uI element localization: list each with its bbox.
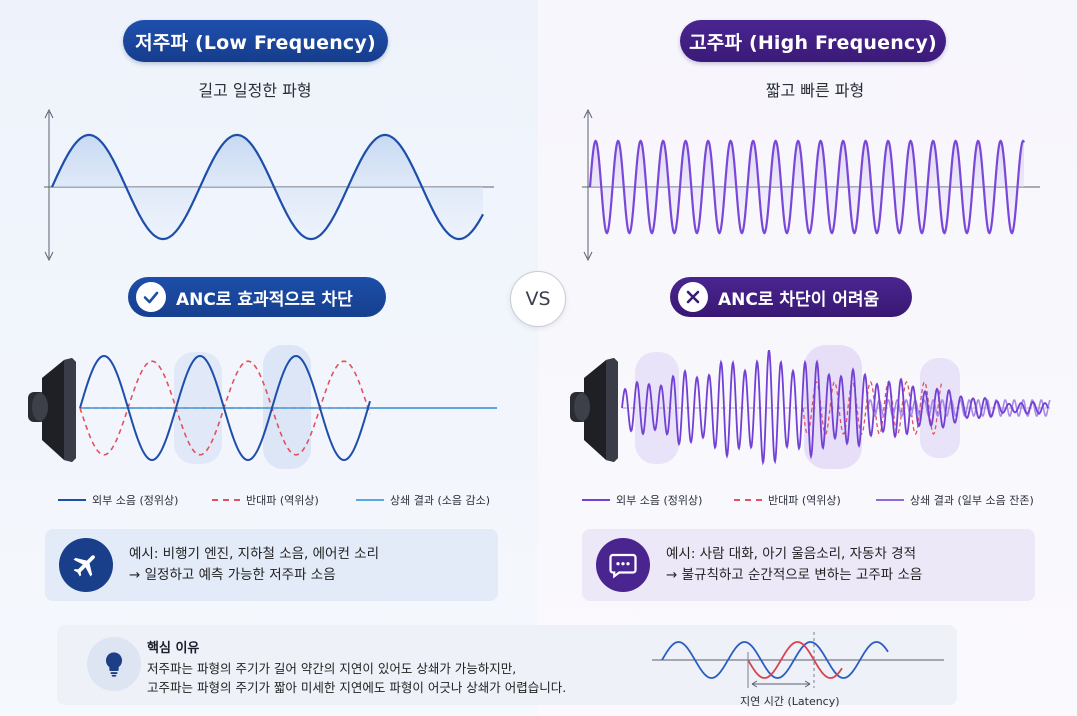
key-reason-line-2: 고주파는 파형의 주기가 짧아 미세한 지연에도 파형이 어긋나 상쇄가 어렵습… (147, 680, 567, 695)
low-frequency-title: 저주파 (Low Frequency) (123, 20, 388, 62)
speaker-icon (570, 358, 618, 462)
legend-swatch (876, 499, 904, 501)
high-frequency-wave (588, 139, 1026, 235)
legend-external-noise: 외부 소음 (정위상) (58, 492, 178, 508)
original-wave (661, 641, 889, 679)
anc-difficult-badge: ANC로 차단이 어려움 (670, 277, 912, 317)
legend-label: 외부 소음 (정위상) (616, 494, 703, 507)
high-frequency-wave-chart (582, 108, 1040, 262)
anc-effective-label: ANC로 효과적으로 차단 (176, 289, 353, 310)
anc-difficult-label: ANC로 차단이 어려움 (718, 289, 880, 310)
legend-external-noise: 외부 소음 (정위상) (582, 492, 702, 508)
key-reason-line-1: 저주파는 파형의 주기가 길어 약간의 지연이 있어도 상쇄가 가능하지만, (147, 661, 517, 676)
latency-diagram (652, 632, 944, 688)
key-reason-card: 핵심 이유 저주파는 파형의 주기가 길어 약간의 지연이 있어도 상쇄가 가능… (57, 625, 957, 705)
low-wave-fill (52, 135, 483, 239)
high-frequency-example-card: 예시: 사람 대화, 아기 울음소리, 자동차 경적 → 불규칙하고 순간적으로… (582, 529, 1035, 601)
legend-label: 반대파 (역위상) (768, 494, 841, 507)
anc-effective-badge: ANC로 효과적으로 차단 (128, 277, 386, 317)
speaker-icon (28, 358, 76, 462)
example-summary: → 불규칙하고 순간적으로 변하는 고주파 소음 (666, 567, 923, 583)
highlight-zone (635, 352, 679, 464)
check-icon (136, 282, 166, 312)
legend-label: 상쇄 결과 (일부 소음 잔존) (910, 494, 1034, 507)
high-wave-fill (590, 141, 1024, 233)
high-frequency-anc-diagram (570, 345, 1051, 469)
legend-label: 상쇄 결과 (소음 감소) (390, 494, 491, 507)
legend-label: 반대파 (역위상) (246, 494, 319, 507)
legend-label: 외부 소음 (정위상) (92, 494, 179, 507)
high-frequency-title: 고주파 (High Frequency) (680, 20, 946, 62)
low-frequency-subtitle: 길고 일정한 파형 (198, 81, 312, 100)
chat-bubble-icon (596, 538, 650, 592)
external-noise-wave (621, 349, 1049, 466)
y-axis-arrow-up (583, 108, 593, 119)
latency-arrow (751, 680, 811, 688)
legend-result: 상쇄 결과 (소음 감소) (356, 492, 490, 508)
external-noise-wave (79, 354, 371, 462)
latency-label: 지연 시간 (Latency) (740, 695, 840, 708)
legend-antiphase: 반대파 (역위상) (212, 492, 319, 508)
antiphase-wave (802, 381, 944, 435)
low-frequency-wave-chart (44, 108, 494, 262)
y-axis-arrow-up (44, 108, 54, 119)
legend-result: 상쇄 결과 (일부 소음 잔존) (876, 492, 1034, 508)
legend-swatch (582, 499, 610, 501)
delayed-wave (747, 641, 843, 679)
airplane-icon (59, 538, 113, 592)
vs-divider: VS (510, 271, 566, 327)
x-icon (678, 282, 708, 312)
y-axis-arrow-down (583, 251, 593, 262)
y-axis-arrow-down (44, 251, 54, 262)
low-frequency-example-card: 예시: 비행기 엔진, 지하철 소음, 에어컨 소리 → 일정하고 예측 가능한… (45, 529, 498, 601)
legend-swatch (212, 499, 240, 501)
legend-swatch (734, 499, 762, 501)
example-text: 예시: 사람 대화, 아기 울음소리, 자동차 경적 (666, 546, 917, 562)
legend-swatch (356, 499, 384, 501)
legend-swatch (58, 499, 86, 501)
low-frequency-anc-diagram (28, 345, 497, 469)
example-text: 예시: 비행기 엔진, 지하철 소음, 에어컨 소리 (129, 546, 380, 562)
legend-antiphase: 반대파 (역위상) (734, 492, 841, 508)
lightbulb-icon (87, 637, 141, 691)
low-frequency-wave (50, 133, 484, 241)
key-reason-title: 핵심 이유 (147, 641, 200, 656)
high-frequency-subtitle: 짧고 빠른 파형 (765, 81, 865, 100)
example-summary: → 일정하고 예측 가능한 저주파 소음 (129, 567, 336, 583)
